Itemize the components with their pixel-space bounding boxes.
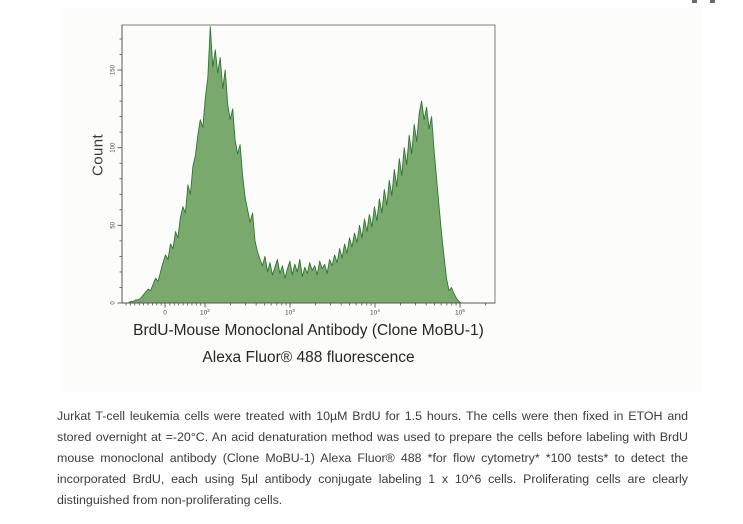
y-axis-title: Count	[89, 133, 107, 177]
figure-caption: Jurkat T-cell leukemia cells were treate…	[57, 409, 688, 507]
y-tick-label: 100	[111, 142, 117, 153]
x-tick-label: 104	[370, 308, 380, 317]
figure-panel	[62, 8, 703, 392]
x-axis-subtitle: Alexa Fluor® 488 fluorescence	[202, 349, 415, 366]
x-tick-label: 102	[200, 308, 210, 317]
cropped-text-fragment	[692, 0, 697, 3]
x-tick-label: 105	[455, 308, 465, 317]
histogram-plot: 0 102 103 104 105 0 50 100 150	[111, 24, 496, 317]
histogram-area	[121, 26, 496, 304]
x-tick-label: 103	[285, 308, 295, 317]
cropped-text-fragment	[710, 0, 715, 3]
y-tick-label: 150	[111, 64, 117, 75]
x-axis-title: BrdU-Mouse Monoclonal Antibody (Clone Mo…	[133, 322, 484, 339]
x-tick-label: 0	[163, 310, 167, 317]
y-tick-label: 50	[111, 221, 117, 228]
y-tick-label: 0	[111, 301, 117, 305]
